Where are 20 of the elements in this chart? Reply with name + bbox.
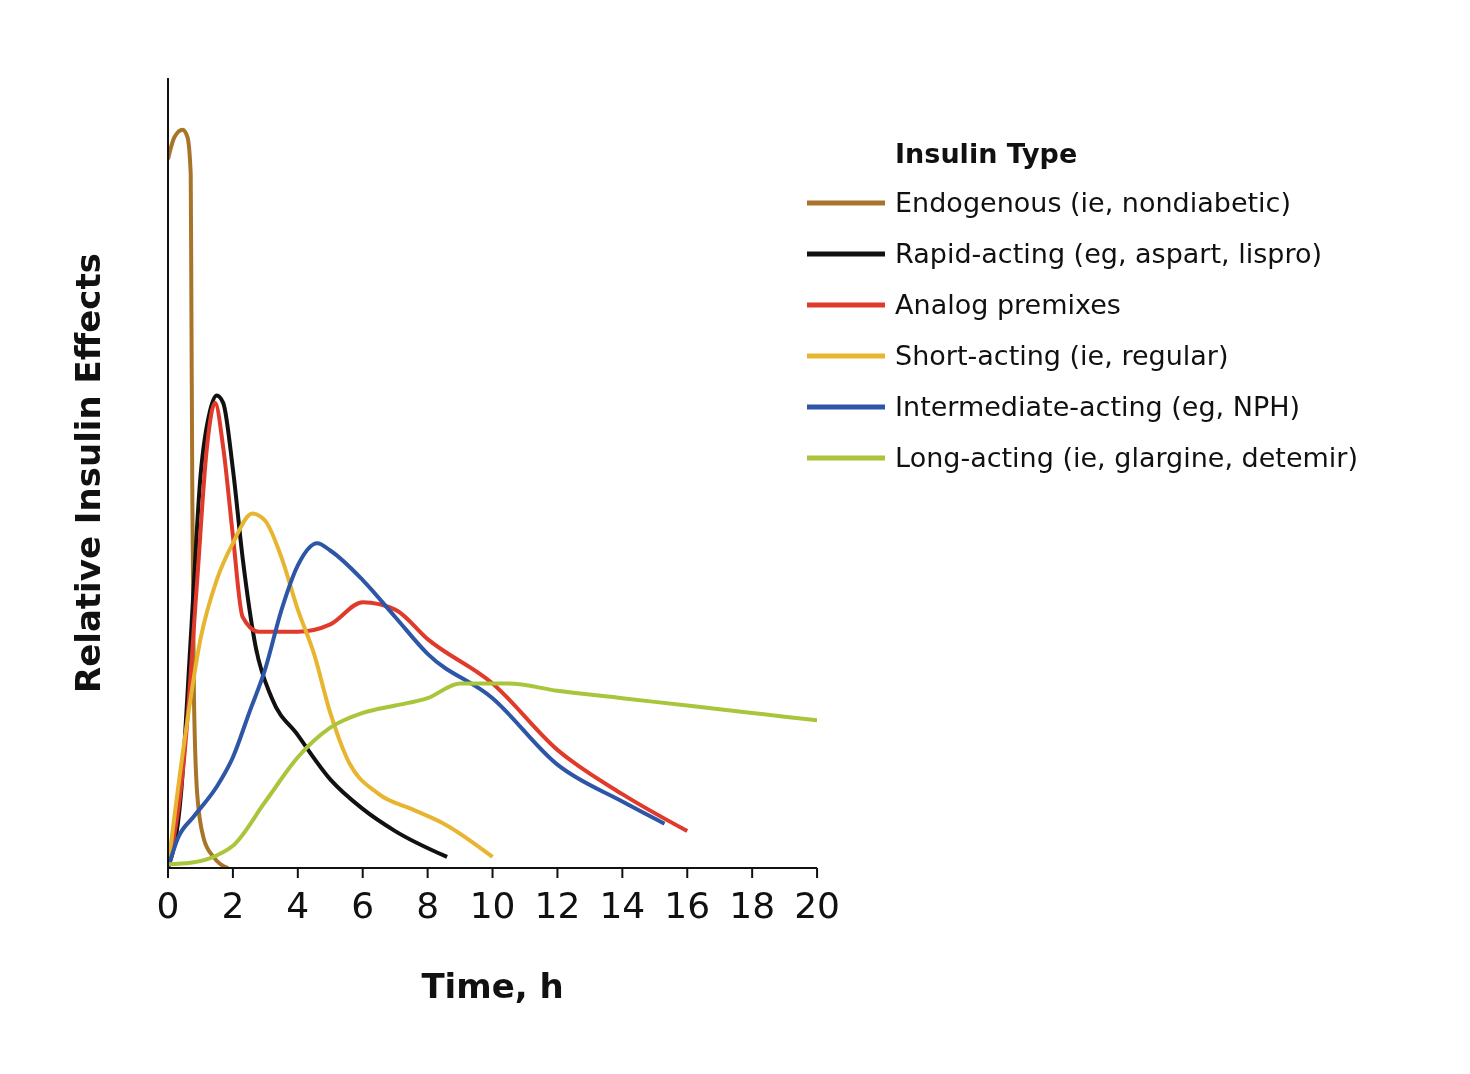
x-tick-label: 14 xyxy=(599,884,646,926)
x-tick-label: 4 xyxy=(286,884,310,926)
legend-label: Intermediate-acting (eg, NPH) xyxy=(895,391,1301,422)
legend-label: Endogenous (ie, nondiabetic) xyxy=(895,187,1291,218)
x-tick-label: 6 xyxy=(351,884,375,926)
x-tick-label: 18 xyxy=(729,884,776,926)
legend-title: Insulin Type xyxy=(895,138,1079,169)
x-tick-label: 12 xyxy=(534,884,581,926)
legend-label: Short-acting (ie, regular) xyxy=(895,340,1229,371)
x-tick-label: 8 xyxy=(416,884,440,926)
y-axis-title: Relative Insulin Effects xyxy=(68,253,109,693)
legend-label: Analog premixes xyxy=(895,289,1121,320)
x-tick-label: 2 xyxy=(221,884,245,926)
x-tick-label: 0 xyxy=(156,884,180,926)
x-tick-label: 16 xyxy=(664,884,711,926)
legend-label: Rapid-acting (eg, aspart, lispro) xyxy=(895,238,1322,269)
x-tick-label: 10 xyxy=(469,884,516,926)
legend-label: Long-acting (ie, glargine, detemir) xyxy=(895,442,1358,473)
x-tick-label: 20 xyxy=(794,884,840,926)
x-axis-title: Time, h xyxy=(421,966,564,1006)
